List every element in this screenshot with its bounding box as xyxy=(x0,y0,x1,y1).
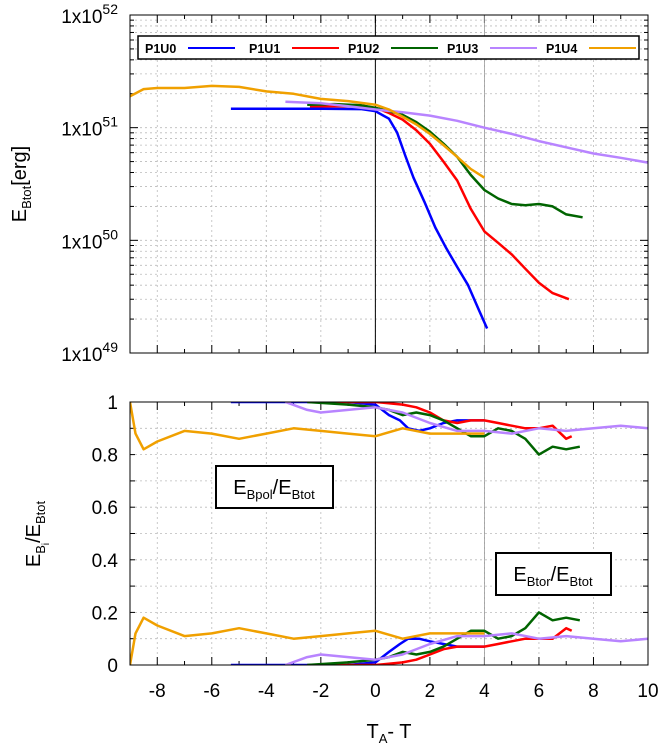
top-series-p1u4 xyxy=(130,84,486,179)
bottom-x-tick-label: -2 xyxy=(312,681,329,702)
top-grid xyxy=(129,15,649,353)
bottom-series xyxy=(130,402,648,665)
bottom-x-tick-label: 2 xyxy=(425,681,436,702)
bottom-x-tick-label: 8 xyxy=(588,681,599,702)
bottom-x-tick-label: -8 xyxy=(149,681,166,702)
top-series-p1u1 xyxy=(309,104,570,301)
bottom-y-tick-label: 0.4 xyxy=(92,551,119,572)
top-y-tick-label: 1x1049 xyxy=(61,339,118,366)
annotation-btor-text: EBtor/EBtot xyxy=(513,564,593,589)
legend: P1U0 P1U1 P1U2 P1U3 P1U4 xyxy=(137,35,640,60)
top-series xyxy=(130,84,648,330)
bottom-y-tick-label: 0.6 xyxy=(92,498,118,519)
bottom-y-tick-label: 0.8 xyxy=(92,446,118,467)
top-panel: 1x1049 1x1050 1x1051 1x1052 EBtot[erg] P1U0… xyxy=(9,1,649,366)
annotation-bpol: EBpol/EBtot xyxy=(215,465,334,509)
top-axes-frame xyxy=(129,14,649,354)
bottom-vlines xyxy=(374,402,485,665)
legend-label-p1u3: P1U3 xyxy=(447,42,478,56)
top-y-tick-label: 1x1050 xyxy=(61,226,118,253)
top-series-p1u3 xyxy=(285,100,648,164)
legend-label-p1u1: P1U1 xyxy=(249,42,280,56)
bottom-x-tick-label: 10 xyxy=(637,681,658,702)
top-series-p1u2 xyxy=(307,102,583,219)
x-axis-label: TA- T xyxy=(367,721,412,746)
annotation-bpol-box xyxy=(215,465,334,509)
bottom-x-tick-label: 6 xyxy=(534,681,545,702)
bottom-x-tick-label: 0 xyxy=(370,681,381,702)
bottom-series-p1u4-tor xyxy=(130,616,485,665)
bottom-y-ticks: 0 0.2 0.4 0.6 0.8 1 xyxy=(92,393,119,677)
bottom-x-tick-label: 4 xyxy=(479,681,490,702)
top-y-tick-label: 1x1052 xyxy=(61,1,118,28)
top-series-p1u0 xyxy=(230,107,489,330)
top-vlines xyxy=(374,15,485,353)
top-y-axis-label: EBtot[erg] xyxy=(9,146,34,223)
bottom-x-tick-label: -4 xyxy=(258,681,275,702)
bottom-series-p1u4-pol xyxy=(130,402,485,451)
bottom-y-axis-label: EBi/EBtot xyxy=(23,500,52,567)
bottom-axes-frame xyxy=(129,401,649,666)
bottom-series-p1u1-pol xyxy=(309,402,573,441)
legend-label-p1u2: P1U2 xyxy=(348,42,379,56)
bottom-grid xyxy=(129,401,649,666)
bottom-series-p1u3-tor xyxy=(284,632,648,665)
annotation-btor-box xyxy=(495,552,612,596)
bottom-y-tick-label: 0.2 xyxy=(92,603,118,624)
bottom-x-tick-label: -6 xyxy=(203,681,220,702)
bottom-y-tick-label: 1 xyxy=(107,393,118,414)
legend-label-p1u4: P1U4 xyxy=(546,42,577,56)
bottom-x-ticks: -8 -6 -4 -2 0 2 4 6 8 10 xyxy=(149,681,659,702)
top-y-tick-label: 1x1051 xyxy=(61,114,118,141)
bottom-panel: 0 0.2 0.4 0.6 0.8 1 -8 -6 -4 -2 0 2 4 6 8 10 EBi/EBtot… xyxy=(23,393,659,746)
legend-box xyxy=(137,35,640,60)
bottom-series-p1u3-pol xyxy=(284,402,648,435)
top-y-ticks: 1x1049 1x1050 1x1051 1x1052 xyxy=(61,1,118,366)
bottom-y-tick-label: 0 xyxy=(107,656,118,677)
legend-label-p1u0: P1U0 xyxy=(145,42,176,56)
annotation-btor: EBtor/EBtot xyxy=(495,552,612,596)
annotation-bpol-text: EBpol/EBtot xyxy=(233,477,315,502)
